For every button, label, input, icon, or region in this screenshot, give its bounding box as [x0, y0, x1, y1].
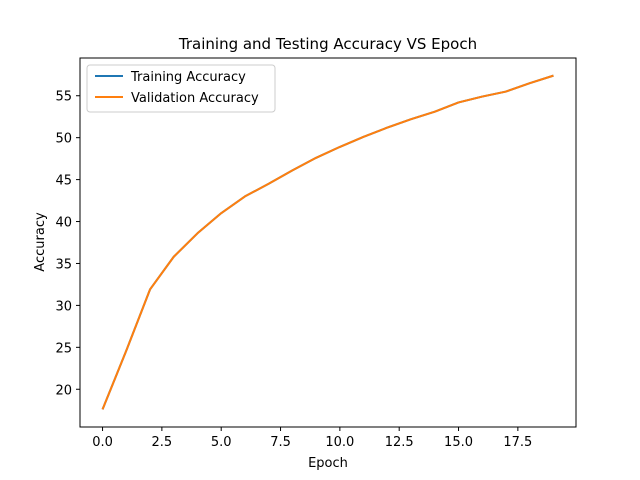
- y-tick-label: 50: [55, 132, 72, 147]
- x-tick-label: 7.5: [270, 435, 291, 450]
- x-tick-label: 12.5: [385, 435, 414, 450]
- plot-background: [80, 58, 576, 427]
- y-tick-label: 35: [55, 257, 72, 272]
- y-tick-label: 40: [55, 216, 72, 231]
- plot-frame: [79, 57, 577, 428]
- legend-label-training: Training Accuracy: [130, 70, 246, 85]
- x-axis-label: Epoch: [308, 456, 348, 471]
- plot-area: 0.0 2.5 5.0 7.5 10.0 12.5 15.0 17.5 20 25 30 35 40 4…: [55, 57, 577, 450]
- x-axis-ticks: 0.0 2.5 5.0 7.5 10.0 12.5 15.0 17.5: [92, 427, 532, 450]
- series-line-validation: [101, 74, 554, 410]
- x-tick-label: 17.5: [503, 435, 532, 450]
- x-tick-label: 2.5: [152, 435, 173, 450]
- x-tick-label: 15.0: [444, 435, 473, 450]
- y-axis-label: Accuracy: [33, 212, 48, 272]
- chart-title: Training and Testing Accuracy VS Epoch: [178, 35, 477, 53]
- y-tick-label: 45: [55, 174, 72, 189]
- y-tick-label: 55: [55, 90, 72, 105]
- x-tick-label: 5.0: [211, 435, 232, 450]
- y-tick-label: 30: [55, 299, 72, 314]
- y-tick-label: 25: [55, 341, 72, 356]
- series-layer: [101, 74, 554, 410]
- legend-label-validation: Validation Accuracy: [131, 91, 259, 106]
- y-tick-label: 20: [55, 383, 72, 398]
- legend-box: [86, 64, 276, 113]
- x-tick-label: 10.0: [325, 435, 354, 450]
- x-tick-label: 0.0: [92, 435, 113, 450]
- y-axis-ticks: 20 25 30 35 40 45 50 55: [55, 90, 80, 398]
- legend: Training Accuracy Validation Accuracy: [86, 64, 276, 113]
